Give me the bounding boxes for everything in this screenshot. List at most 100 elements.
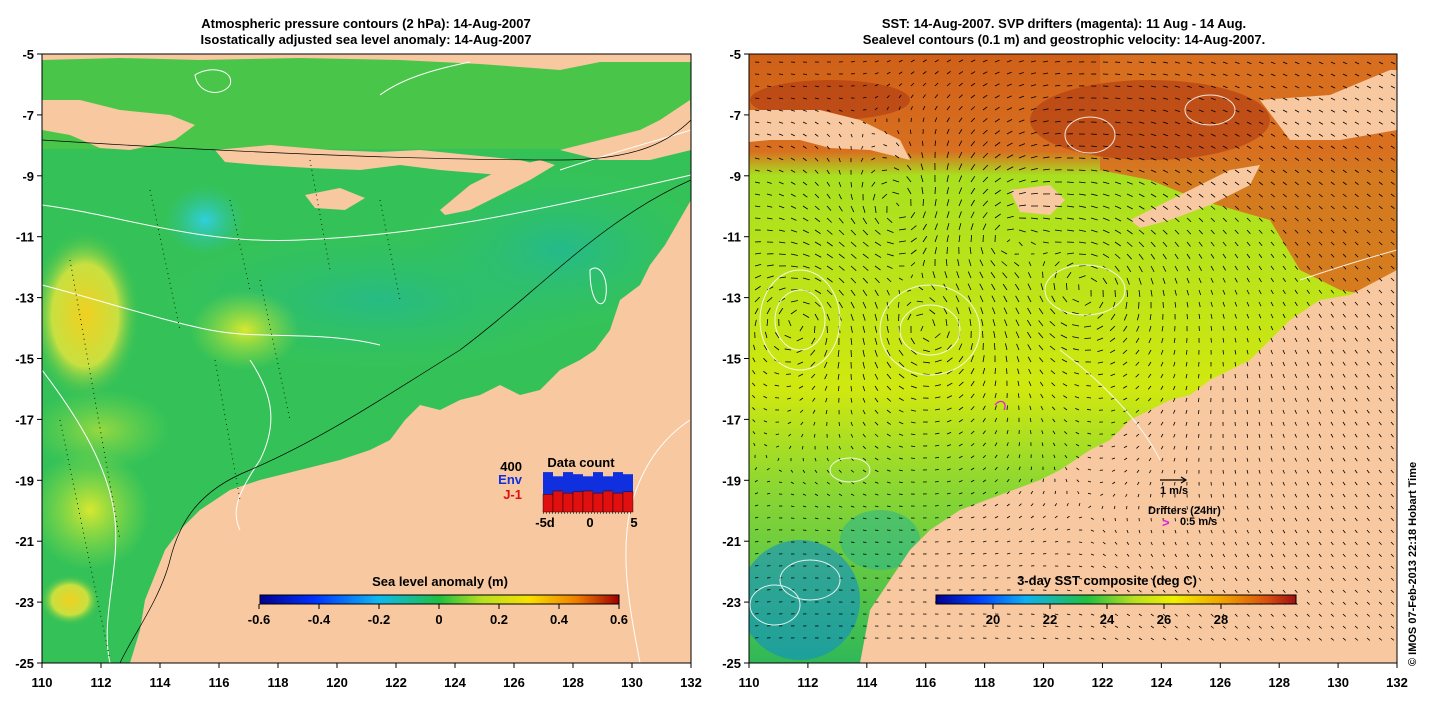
velocity-vector [827, 86, 831, 87]
sla-xtick-label: 114 [150, 675, 172, 690]
velocity-vector [995, 368, 996, 374]
velocity-vector [755, 218, 760, 219]
j1-count-bar [563, 493, 573, 512]
velocity-vector [755, 577, 758, 578]
sla-high-anomaly-central [190, 290, 300, 370]
j1-count-bar [583, 491, 593, 512]
velocity-vector [755, 86, 759, 87]
velocity-vector [898, 314, 899, 321]
sst-colorbar-label: 3-day SST composite (deg C) [1017, 573, 1197, 588]
sla-colorbar-tick-label: 0.2 [490, 612, 508, 627]
sst-xtick-label: 124 [1151, 675, 1173, 690]
velocity-vector [863, 542, 866, 543]
velocity-vector [935, 493, 939, 494]
sla-colorbar-scale [260, 595, 619, 604]
sla-xtick-label: 132 [680, 675, 702, 690]
sla-colorbar-tick-label: -0.4 [308, 612, 331, 627]
sla-colorbar-tick-label: 0 [435, 612, 442, 627]
sst-ytick-label: -5 [729, 47, 741, 62]
sst-ytick-label: -15 [722, 352, 741, 367]
velocity-vector [899, 494, 903, 495]
velocity-vector [1198, 434, 1199, 438]
velocity-vector [875, 530, 878, 531]
sla-colorbar-tick-label: 0.4 [550, 612, 569, 627]
velocity-vector [1055, 590, 1058, 591]
drifter-arrow-icon: > [1162, 515, 1170, 530]
j1-count-bar [613, 493, 623, 512]
velocity-vector [1235, 374, 1236, 378]
sst-xtick-label: 132 [1386, 675, 1408, 690]
velocity-vector [767, 505, 770, 506]
data-count-histogram [543, 472, 633, 513]
sst-xtick-label: 126 [1209, 675, 1231, 690]
sst-title-line1: SST: 14-Aug-2007. SVP drifters (magenta)… [882, 16, 1246, 31]
sla-colorbar-tick-label: 0.6 [610, 612, 628, 627]
sst-y-axis: -5-7-9-11-13-15-17-19-21-23-25 [722, 47, 749, 671]
velocity-vector [982, 331, 983, 338]
sst-colorbar-tick-label: 22 [1043, 612, 1057, 627]
sla-ytick-label: -7 [22, 108, 34, 123]
sst-xtick-label: 128 [1268, 675, 1290, 690]
velocity-vector [971, 553, 974, 554]
velocity-vector [1126, 506, 1127, 509]
sst-title-line2: Sealevel contours (0.1 m) and geostrophi… [863, 32, 1265, 47]
velocity-vector [779, 254, 786, 255]
sla-xtick-label: 128 [562, 675, 584, 690]
sla-ytick-label: -19 [15, 473, 34, 488]
j1-count-bar [573, 492, 583, 512]
sst-ytick-label: -13 [722, 291, 741, 306]
velocity-vector [1055, 157, 1061, 158]
sla-ytick-label: -13 [15, 291, 34, 306]
sst-ytick-label: -11 [723, 230, 741, 245]
data-count-xtick-end: 5 [630, 515, 637, 530]
sst-colorbar-tick-label: 24 [1100, 612, 1115, 627]
sst-colorbar-tick-label: 28 [1214, 612, 1228, 627]
sla-xtick-label: 130 [621, 675, 643, 690]
sst-ytick-label: -7 [729, 108, 741, 123]
sst-colorbar-tick-label: 26 [1157, 612, 1171, 627]
sla-y-axis: -5-7-9-11-13-15-17-19-21-23-25 [15, 47, 42, 671]
data-count-xtick-start: -5d [535, 515, 555, 530]
sst-map-field [740, 54, 1397, 663]
velocity-vector [827, 542, 830, 543]
data-count-xtick-mid: 0 [586, 515, 593, 530]
velocity-vector [1079, 254, 1086, 255]
imos-credit: © IMOS 07-Feb-2013 22:18 Hobart Time [1407, 462, 1419, 666]
sst-xtick-label: 130 [1327, 675, 1349, 690]
sst-ytick-label: -19 [722, 473, 741, 488]
velocity-vector [1007, 405, 1008, 410]
sla-map-field [30, 54, 710, 663]
drifters-speed-label: 0.5 m/s [1180, 516, 1217, 528]
sst-ytick-label: -17 [722, 412, 741, 427]
sst-ytick-label: -9 [729, 169, 741, 184]
sst-xtick-label: 116 [915, 675, 936, 690]
sla-ytick-label: -21 [15, 534, 34, 549]
velocity-vector [803, 458, 804, 461]
sst-colorbar-tick-label: 20 [986, 612, 1000, 627]
sst-xtick-label: 122 [1092, 675, 1114, 690]
sst-xtick-label: 120 [1033, 675, 1055, 690]
sla-xtick-label: 126 [503, 675, 525, 690]
sla-xtick-label: 120 [326, 675, 348, 690]
sla-colorbar-tick-label: -0.6 [248, 612, 270, 627]
sla-xtick-label: 110 [32, 675, 53, 690]
sla-ytick-label: -25 [15, 656, 34, 671]
velocity-vector [1115, 86, 1120, 87]
velocity-vector [1187, 314, 1188, 319]
sst-ytick-label: -25 [722, 656, 741, 671]
j1-count-bar [623, 492, 633, 512]
j1-count-bar [543, 494, 553, 512]
j1-count-bar [553, 491, 563, 512]
sla-ytick-label: -23 [15, 595, 34, 610]
sla-ytick-label: -15 [15, 352, 34, 367]
sst-ytick-label: -23 [722, 595, 741, 610]
data-count-j1-label: J-1 [503, 487, 522, 502]
velocity-vector [1006, 368, 1007, 374]
sla-colorbar-label: Sea level anomaly (m) [372, 574, 508, 589]
sst-colorbar-scale [936, 595, 1296, 604]
sla-title-line2: Isostatically adjusted sea level anomaly… [201, 32, 532, 47]
sst-xtick-label: 110 [739, 675, 760, 690]
